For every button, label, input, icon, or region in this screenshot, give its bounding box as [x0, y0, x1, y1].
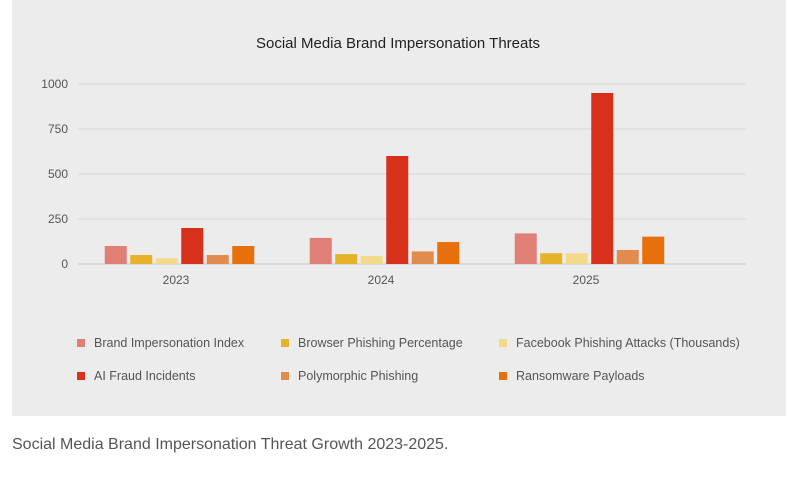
- legend: Brand Impersonation Index Browser Phishin…: [77, 336, 740, 383]
- bar: [130, 255, 153, 264]
- bar: [565, 253, 588, 264]
- legend-label: Polymorphic Phishing: [298, 369, 418, 383]
- bars: [104, 93, 665, 264]
- legend-label: Ransomware Payloads: [516, 369, 645, 383]
- legend-label: Facebook Phishing Attacks (Thousands): [516, 336, 740, 350]
- legend-label: Browser Phishing Percentage: [298, 336, 463, 350]
- x-tick-label: 2024: [368, 273, 395, 287]
- y-tick-label: 250: [48, 212, 68, 226]
- chart-title: Social Media Brand Impersonation Threats: [256, 35, 540, 52]
- x-tick-label: 2023: [163, 273, 190, 287]
- bar: [360, 255, 383, 264]
- y-tick-label: 0: [61, 257, 68, 271]
- legend-swatch: [77, 339, 85, 347]
- bar: [514, 233, 537, 264]
- x-tick-label: 2025: [573, 273, 600, 287]
- bar: [642, 236, 665, 264]
- y-tick-label: 1000: [41, 77, 68, 91]
- bar: [411, 251, 434, 264]
- legend-label: Brand Impersonation Index: [94, 336, 245, 350]
- bar: [155, 258, 178, 264]
- legend-swatch: [499, 372, 507, 380]
- legend-swatch: [499, 339, 507, 347]
- bar: [335, 254, 358, 264]
- bar: [386, 156, 409, 264]
- y-axis: 0 250 500 750 1000: [41, 77, 68, 271]
- legend-swatch: [281, 339, 289, 347]
- bar: [437, 242, 460, 264]
- bar: [181, 228, 204, 264]
- bar: [591, 93, 614, 264]
- legend-swatch: [77, 372, 85, 380]
- bar: [309, 237, 332, 264]
- bar: [206, 255, 229, 264]
- legend-label: AI Fraud Incidents: [94, 369, 195, 383]
- y-tick-label: 500: [48, 167, 68, 181]
- x-axis: 2023 2024 2025: [163, 273, 600, 287]
- legend-swatch: [281, 372, 289, 380]
- bar: [104, 246, 127, 264]
- bar: [540, 253, 563, 264]
- bar: [616, 249, 639, 264]
- bar: [232, 246, 255, 264]
- y-tick-label: 750: [48, 122, 68, 136]
- figure-caption: Social Media Brand Impersonation Threat …: [12, 436, 449, 453]
